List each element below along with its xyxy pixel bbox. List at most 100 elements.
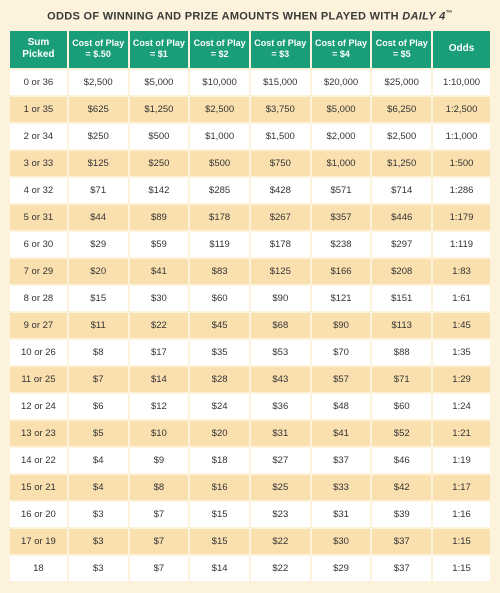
cell: $70 bbox=[312, 340, 371, 365]
cell: $24 bbox=[190, 394, 249, 419]
cell: $16 bbox=[190, 475, 249, 500]
cell: $25 bbox=[251, 475, 310, 500]
col-header-7: Odds bbox=[433, 31, 490, 68]
cell: $48 bbox=[312, 394, 371, 419]
cell: 1:10,000 bbox=[433, 70, 490, 95]
cell: $357 bbox=[312, 205, 371, 230]
cell: $39 bbox=[372, 502, 431, 527]
table-row: 17 or 19$3$7$15$22$30$371:15 bbox=[10, 529, 490, 554]
cell: 1:16 bbox=[433, 502, 490, 527]
cell: $44 bbox=[69, 205, 128, 230]
cell: $17 bbox=[130, 340, 189, 365]
cell: $22 bbox=[251, 529, 310, 554]
cell: $446 bbox=[372, 205, 431, 230]
odds-table-container: ODDS OF WINNING AND PRIZE AMOUNTS WHEN P… bbox=[0, 0, 500, 593]
cell: $83 bbox=[190, 259, 249, 284]
cell: $3 bbox=[69, 556, 128, 581]
table-row: 2 or 34$250$500$1,000$1,500$2,000$2,5001… bbox=[10, 124, 490, 149]
cell: $15 bbox=[69, 286, 128, 311]
cell: $297 bbox=[372, 232, 431, 257]
cell: $20,000 bbox=[312, 70, 371, 95]
cell: $22 bbox=[130, 313, 189, 338]
cell: $28 bbox=[190, 367, 249, 392]
cell: $125 bbox=[251, 259, 310, 284]
cell: $25,000 bbox=[372, 70, 431, 95]
cell: $7 bbox=[130, 529, 189, 554]
cell: $6,250 bbox=[372, 97, 431, 122]
table-row: 16 or 20$3$7$15$23$31$391:16 bbox=[10, 502, 490, 527]
cell: $625 bbox=[69, 97, 128, 122]
cell: $45 bbox=[190, 313, 249, 338]
cell: 6 or 30 bbox=[10, 232, 67, 257]
table-row: 10 or 26$8$17$35$53$70$881:35 bbox=[10, 340, 490, 365]
cell: 17 or 19 bbox=[10, 529, 67, 554]
cell: $7 bbox=[130, 502, 189, 527]
cell: $37 bbox=[312, 448, 371, 473]
col-header-3: Cost of Play= $2 bbox=[190, 31, 249, 68]
cell: $125 bbox=[69, 151, 128, 176]
cell: $285 bbox=[190, 178, 249, 203]
cell: $1,000 bbox=[312, 151, 371, 176]
table-row: 13 or 23$5$10$20$31$41$521:21 bbox=[10, 421, 490, 446]
cell: 2 or 34 bbox=[10, 124, 67, 149]
cell: $59 bbox=[130, 232, 189, 257]
cell: 1:83 bbox=[433, 259, 490, 284]
cell: $88 bbox=[372, 340, 431, 365]
cell: $10 bbox=[130, 421, 189, 446]
table-header: Sum PickedCost of Play= $.50Cost of Play… bbox=[10, 31, 490, 68]
table-row: 1 or 35$625$1,250$2,500$3,750$5,000$6,25… bbox=[10, 97, 490, 122]
cell: 10 or 26 bbox=[10, 340, 67, 365]
cell: $121 bbox=[312, 286, 371, 311]
cell: 1:286 bbox=[433, 178, 490, 203]
cell: 1:29 bbox=[433, 367, 490, 392]
title-brand: DAILY 4 bbox=[402, 11, 445, 23]
cell: $29 bbox=[312, 556, 371, 581]
cell: $37 bbox=[372, 556, 431, 581]
table-row: 8 or 28$15$30$60$90$121$1511:61 bbox=[10, 286, 490, 311]
cell: $52 bbox=[372, 421, 431, 446]
cell: $8 bbox=[69, 340, 128, 365]
cell: $714 bbox=[372, 178, 431, 203]
cell: $8 bbox=[130, 475, 189, 500]
cell: $1,000 bbox=[190, 124, 249, 149]
cell: $500 bbox=[190, 151, 249, 176]
table-row: 6 or 30$29$59$119$178$238$2971:119 bbox=[10, 232, 490, 257]
cell: $142 bbox=[130, 178, 189, 203]
cell: $2,500 bbox=[69, 70, 128, 95]
cell: $119 bbox=[190, 232, 249, 257]
cell: $2,500 bbox=[190, 97, 249, 122]
cell: 4 or 32 bbox=[10, 178, 67, 203]
table-body: 0 or 36$2,500$5,000$10,000$15,000$20,000… bbox=[10, 70, 490, 581]
cell: $9 bbox=[130, 448, 189, 473]
cell: $178 bbox=[251, 232, 310, 257]
cell: $30 bbox=[312, 529, 371, 554]
odds-table: Sum PickedCost of Play= $.50Cost of Play… bbox=[8, 29, 492, 583]
cell: 1:119 bbox=[433, 232, 490, 257]
cell: $18 bbox=[190, 448, 249, 473]
cell: $151 bbox=[372, 286, 431, 311]
cell: 7 or 29 bbox=[10, 259, 67, 284]
table-row: 18$3$7$14$22$29$371:15 bbox=[10, 556, 490, 581]
cell: $57 bbox=[312, 367, 371, 392]
cell: $428 bbox=[251, 178, 310, 203]
cell: $60 bbox=[190, 286, 249, 311]
cell: 1:24 bbox=[433, 394, 490, 419]
cell: $3 bbox=[69, 529, 128, 554]
cell: 1:2,500 bbox=[433, 97, 490, 122]
cell: $71 bbox=[372, 367, 431, 392]
cell: $113 bbox=[372, 313, 431, 338]
cell: 15 or 21 bbox=[10, 475, 67, 500]
cell: $250 bbox=[69, 124, 128, 149]
cell: 1 or 35 bbox=[10, 97, 67, 122]
table-row: 3 or 33$125$250$500$750$1,000$1,2501:500 bbox=[10, 151, 490, 176]
cell: $4 bbox=[69, 475, 128, 500]
cell: $22 bbox=[251, 556, 310, 581]
cell: 1:15 bbox=[433, 556, 490, 581]
cell: $250 bbox=[130, 151, 189, 176]
cell: $6 bbox=[69, 394, 128, 419]
cell: $15 bbox=[190, 502, 249, 527]
cell: $571 bbox=[312, 178, 371, 203]
cell: $5,000 bbox=[312, 97, 371, 122]
cell: 18 bbox=[10, 556, 67, 581]
cell: $238 bbox=[312, 232, 371, 257]
